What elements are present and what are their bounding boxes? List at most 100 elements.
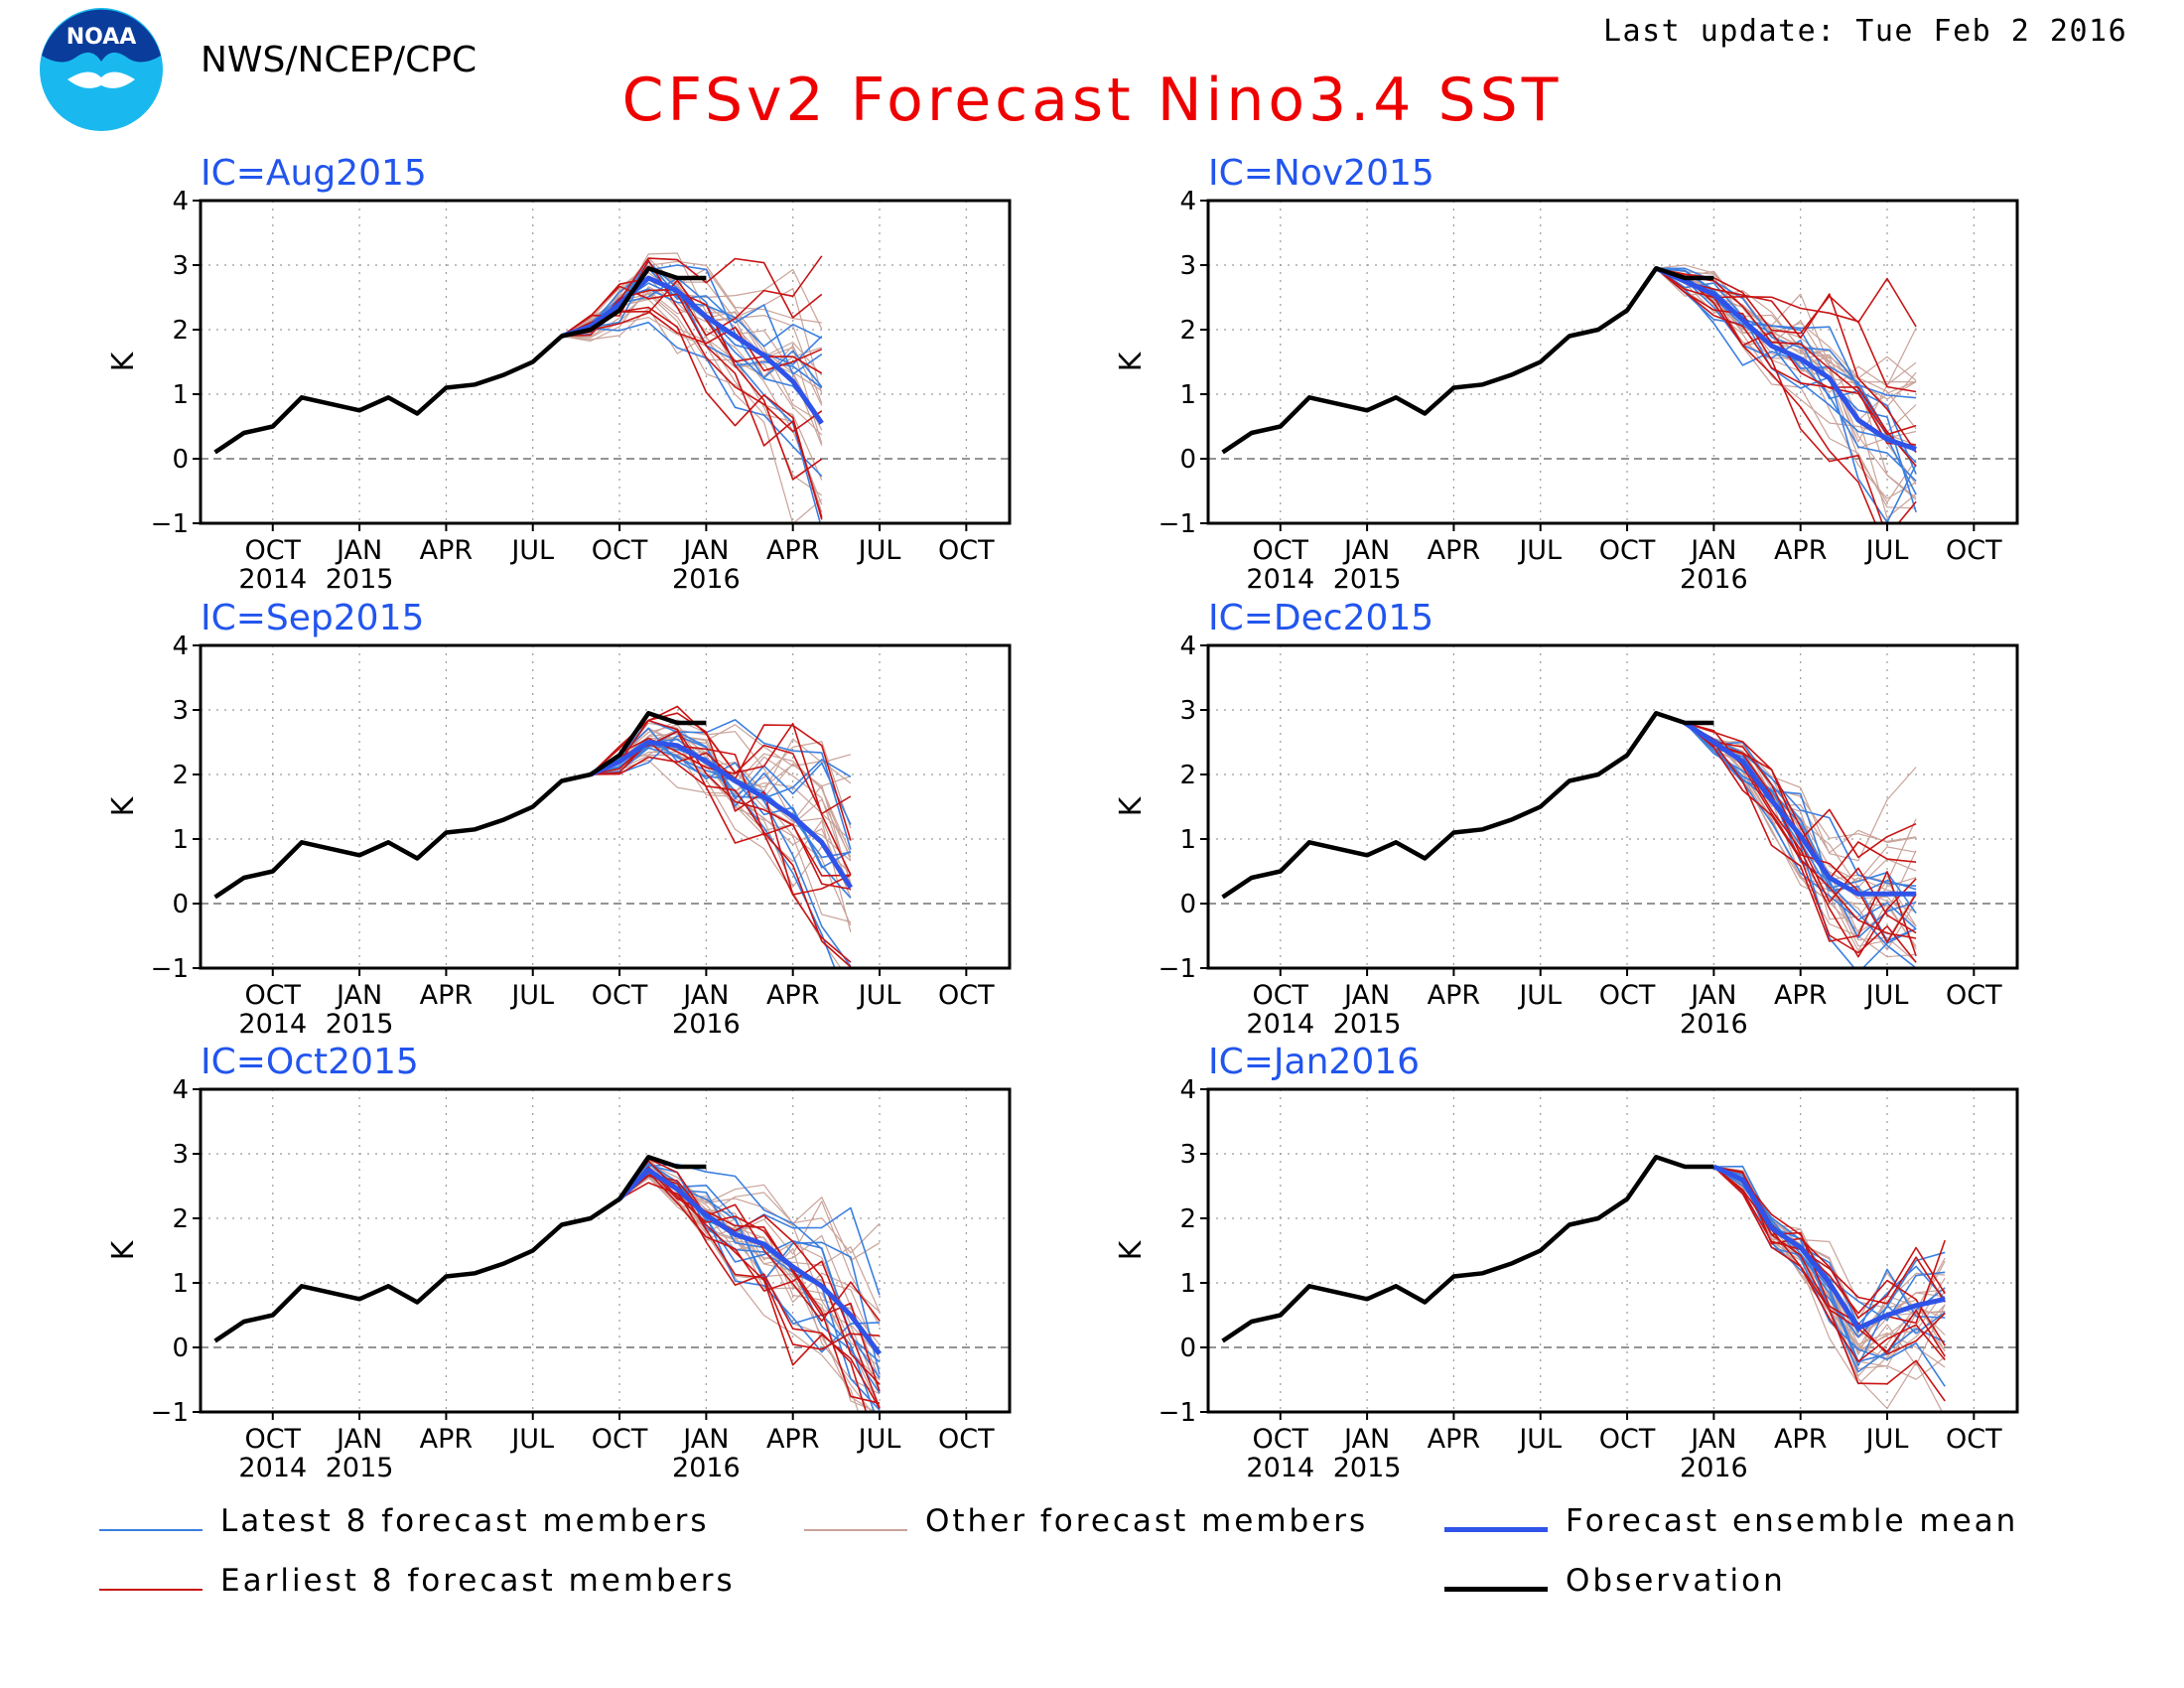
earliest-member-line [1655, 267, 1917, 393]
y-tick-label: 0 [1179, 445, 1196, 475]
y-tick-label: 3 [172, 251, 189, 281]
y-tick-label: 1 [1179, 380, 1196, 410]
x-tick-month: APR [1774, 1424, 1828, 1455]
y-tick-label: 2 [172, 316, 189, 346]
earliest-member-line [561, 277, 823, 481]
observation-line [1221, 266, 1714, 455]
y-tick-label: 1 [1179, 1269, 1196, 1299]
other-member-line [1684, 722, 1917, 958]
y-tick-label: −1 [151, 1398, 189, 1428]
other-member-line [590, 754, 852, 932]
latest-member-line [1655, 267, 1917, 483]
last-update: Last update: Tue Feb 2 2016 [1603, 14, 2128, 49]
x-tick-month: APR [420, 535, 474, 566]
x-tick-month: JAN [1342, 1424, 1390, 1455]
panel-data [213, 1155, 883, 1412]
x-tick-month: JAN [681, 980, 729, 1011]
y-axis-label: K [1114, 795, 1149, 816]
plot-frame [199, 1087, 1012, 1414]
y-tick-label: 1 [172, 380, 189, 410]
x-tick-month: OCT [1252, 535, 1308, 566]
ensemble-mean-line [1655, 266, 1917, 452]
x-tick-year: 2015 [1333, 1009, 1402, 1040]
logo-text: NOAA [67, 25, 137, 50]
x-tick-year: 2015 [326, 1009, 394, 1040]
x-tick-month: OCT [938, 535, 995, 566]
earliest-member-line [618, 1182, 881, 1409]
y-tick-label: −1 [151, 509, 189, 539]
ensemble-mean-line [617, 1167, 883, 1355]
y-tick-label: −1 [151, 954, 189, 984]
x-tick-month: APR [1428, 535, 1481, 566]
panel-data [1221, 1155, 1946, 1412]
latest-member-line [590, 719, 852, 850]
earliest-member-line [1712, 1166, 1946, 1305]
x-tick-month: JAN [681, 535, 729, 566]
y-tick-label: 4 [1179, 1075, 1196, 1105]
y-tick-label: 4 [172, 187, 189, 216]
earliest-member-line [590, 724, 852, 841]
y-tick-label: 0 [1179, 890, 1196, 919]
x-tick-year: 2015 [1333, 564, 1402, 595]
x-tick-year: 2016 [1680, 564, 1748, 595]
x-tick-month: OCT [1946, 1424, 2002, 1455]
plot-frame [199, 199, 1012, 525]
plot-frame [199, 643, 1012, 970]
x-tick-month: APR [1774, 535, 1828, 566]
ensemble-mean-line [561, 275, 824, 425]
x-tick-year: 2016 [1680, 1009, 1748, 1040]
observation-line [213, 1155, 707, 1343]
other-member-line [618, 1157, 873, 1412]
other-member-line [561, 317, 823, 523]
x-tick-month: JAN [335, 1424, 382, 1455]
y-tick-label: 4 [1179, 632, 1196, 661]
x-tick-year: 2014 [238, 1009, 307, 1040]
x-tick-month: OCT [1252, 1424, 1308, 1455]
other-member-line [561, 264, 823, 444]
x-tick-month: APR [1428, 980, 1481, 1011]
x-tick-month: OCT [1599, 980, 1656, 1011]
x-tick-month: OCT [938, 1424, 995, 1455]
y-tick-label: 0 [172, 1334, 189, 1363]
ensemble-mean-line [589, 740, 854, 890]
panel-ic-label: IC=Nov2015 [1208, 153, 1434, 194]
x-tick-month: JAN [335, 535, 382, 566]
x-tick-month: OCT [1946, 535, 2002, 566]
org-name: NWS/NCEP/CPC [201, 40, 478, 80]
x-tick-month: JAN [1689, 535, 1736, 566]
x-tick-month: JUL [1864, 535, 1909, 566]
x-tick-year: 2014 [1246, 1009, 1314, 1040]
earliest-member-line [618, 1175, 881, 1409]
x-tick-month: OCT [244, 1424, 301, 1455]
x-tick-month: OCT [592, 1424, 648, 1455]
other-member-line [618, 1175, 881, 1313]
earliest-member-line [590, 741, 852, 891]
x-tick-month: JUL [857, 980, 901, 1011]
x-tick-month: JUL [509, 1424, 554, 1455]
y-tick-label: 2 [172, 1204, 189, 1234]
earliest-member-line [1655, 267, 1877, 523]
x-tick-year: 2014 [1246, 564, 1314, 595]
x-tick-month: OCT [938, 980, 995, 1011]
y-tick-label: 0 [172, 890, 189, 919]
y-tick-label: 4 [172, 1075, 189, 1105]
x-tick-year: 2014 [1246, 1453, 1314, 1483]
panel-data [213, 252, 824, 523]
y-tick-label: 3 [1179, 251, 1196, 281]
x-tick-month: OCT [244, 535, 301, 566]
x-tick-month: JUL [1864, 980, 1909, 1011]
x-tick-month: OCT [592, 980, 648, 1011]
ensemble-mean-line [1712, 1164, 1946, 1331]
y-tick-label: 0 [1179, 1334, 1196, 1363]
y-tick-label: 1 [172, 1269, 189, 1299]
observation-line [213, 266, 707, 455]
latest-member-line [1684, 722, 1917, 968]
x-tick-month: OCT [244, 980, 301, 1011]
x-tick-year: 2016 [672, 1009, 741, 1040]
x-tick-year: 2014 [238, 1453, 307, 1483]
panel-ic-label: IC=Sep2015 [201, 598, 424, 638]
